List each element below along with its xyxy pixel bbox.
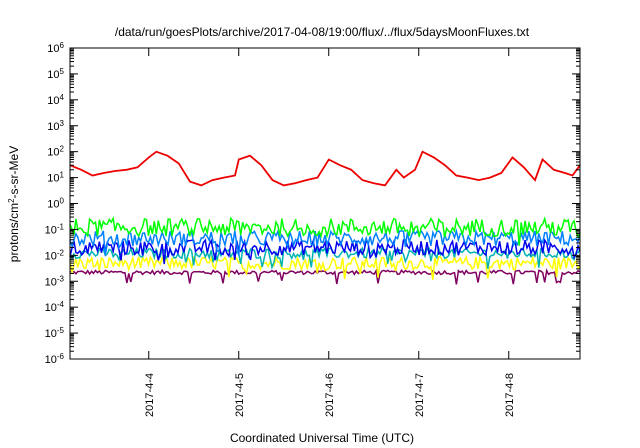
y-tick-label: 10-2 [45,248,65,263]
y-axis-label: protons/cm2-s-sr-MeV [7,146,22,262]
y-tick-label: 106 [47,41,64,56]
x-axis-label: Coordinated Universal Time (UTC) [230,431,414,445]
series-line-5 [69,245,581,270]
y-tick-label: 101 [47,170,64,185]
y-tick-label: 10-1 [45,222,65,237]
y-axis-label-suffix: -s-sr-MeV [7,146,21,199]
plot-frame [69,47,581,360]
series-line-2 [69,216,581,246]
y-axis: 10-6 10-5 10-4 10-3 10-2 10-1 100 101 102 103 104 1… [45,41,580,367]
y-tick-label: 103 [47,118,64,133]
chart-title: /data/run/goesPlots/archive/2017-04-08/1… [115,25,530,39]
x-tick-label: 2017-4-7 [414,373,426,417]
series-line-6 [69,254,581,280]
y-tick-label: 10-6 [45,352,65,367]
y-tick-label: 102 [47,144,64,159]
y-tick-label: 100 [47,196,64,211]
y-axis-label-prefix: protons/cm [7,203,21,262]
x-tick-label: 2017-4-5 [234,373,246,417]
series-line-7 [69,268,581,285]
y-tick-label: 10-5 [45,326,65,341]
y-tick-label: 10-3 [45,274,65,289]
y-axis-label-sup: 2 [7,198,16,203]
series-line-1 [69,150,581,187]
series-line-4 [69,237,581,265]
y-tick-label: 104 [47,92,64,107]
y-tick-label: 10-4 [45,300,65,315]
x-tick-label: 2017-4-8 [504,373,516,417]
x-tick-label: 2017-4-4 [144,373,156,417]
plot-area [69,150,581,285]
series-line-3 [69,228,581,256]
x-tick-label: 2017-4-6 [324,373,336,417]
y-tick-label: 105 [47,66,64,81]
x-axis: 2017-4-4 2017-4-5 2017-4-6 2017-4-7 2017-4-8 [144,48,516,417]
